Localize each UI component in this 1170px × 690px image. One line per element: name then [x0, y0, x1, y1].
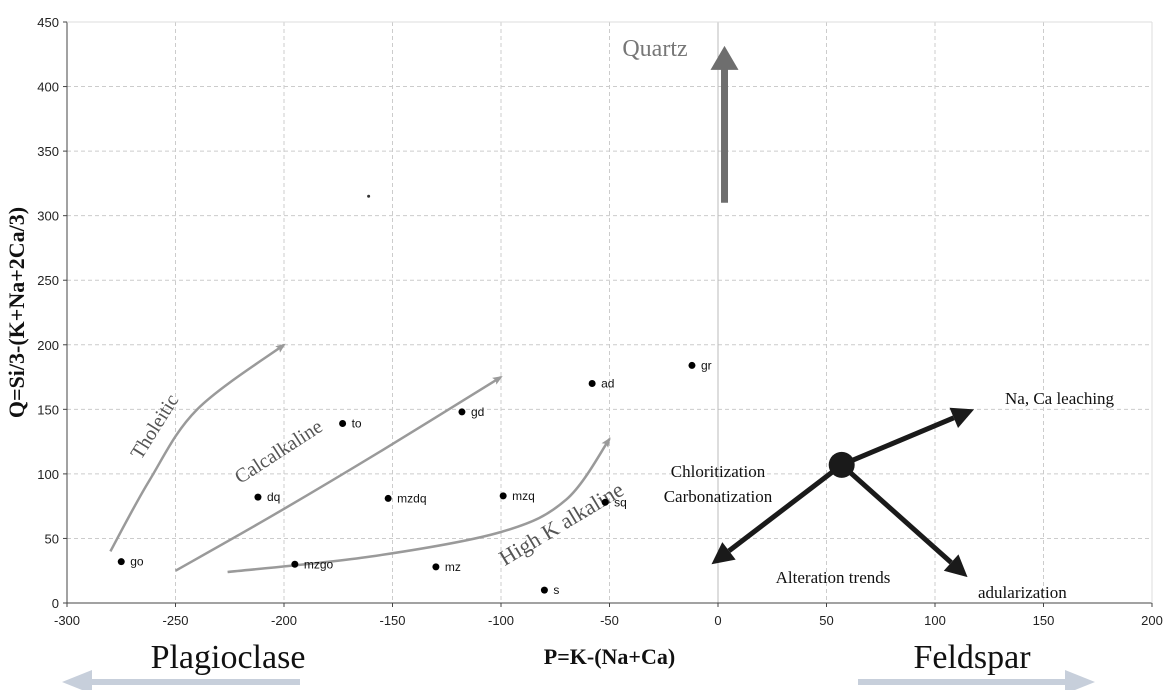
x-tick-label: 200: [1141, 613, 1163, 628]
data-point: [117, 558, 125, 566]
x-tick-label: -300: [54, 613, 80, 628]
quartz-arrow-head: [710, 45, 739, 70]
alteration-arrow-shaft: [727, 462, 844, 553]
data-point: [458, 408, 466, 416]
trend-curve: [109, 343, 286, 552]
y-tick-labels: 0 50 100 150 200 250 300 350 400 450: [37, 15, 67, 611]
data-point-label: gd: [471, 405, 484, 419]
alteration-arrow-head: [949, 407, 975, 428]
alteration-vectors: Na, Ca leaching adularization Chloritizati…: [664, 389, 1115, 602]
data-point-label: mz: [445, 560, 461, 574]
stray-dot: [367, 194, 371, 198]
data-point: [291, 560, 299, 568]
data-point: [432, 563, 440, 571]
data-point-label: ad: [601, 377, 614, 391]
feldspar-arrow-head: [1065, 670, 1095, 690]
plagioclase-arrow-head: [62, 670, 92, 690]
alteration-arrow-head: [943, 554, 968, 578]
plagioclase-label: Plagioclase: [151, 639, 306, 676]
data-point: [601, 498, 609, 506]
y-tick-label: 400: [37, 80, 59, 95]
y-axis-label: Q=Si/3-(K+Na+2Ca/3): [4, 207, 29, 418]
x-axis-label: P=K-(Na+Ca): [544, 644, 675, 669]
x-tick-label: -50: [600, 613, 619, 628]
data-point-label: gr: [701, 358, 712, 372]
y-tick-label: 50: [45, 531, 59, 546]
data-point-label: to: [352, 417, 362, 431]
trend-curve: [227, 437, 611, 574]
data-point-label: mzdq: [397, 491, 426, 505]
data-point-label: mzgo: [304, 557, 334, 571]
data-point-label: s: [553, 583, 559, 597]
bottom-arrows: Plagioclase Feldspar: [62, 639, 1095, 690]
trend-curves: [109, 343, 611, 574]
y-tick-label: 350: [37, 144, 59, 159]
grid-lines: [67, 21, 1153, 603]
quartz-arrow: Quartz: [622, 36, 739, 203]
x-tick-label: 150: [1033, 613, 1055, 628]
alteration-arrow-head: [711, 542, 736, 565]
data-point: [588, 380, 596, 388]
data-point: [384, 494, 392, 502]
y-tick-label: 250: [37, 273, 59, 288]
quartz-label: Quartz: [622, 36, 687, 62]
x-tick-label: -200: [271, 613, 297, 628]
data-point: [688, 361, 696, 369]
data-point-label: go: [130, 555, 144, 569]
center-label-2: Carbonatization: [664, 487, 773, 506]
data-point: [540, 586, 548, 594]
x-tick-label: 100: [924, 613, 946, 628]
y-tick-label: 450: [37, 15, 59, 30]
data-point-label: sq: [614, 495, 627, 509]
x-tick-label: 0: [714, 613, 721, 628]
x-tick-labels: -300 -250 -200 -150 -100 -50 0 50 100 150 200: [54, 603, 1163, 628]
trend-curve-label: Tholeitic: [126, 390, 183, 463]
y-tick-label: 300: [37, 209, 59, 224]
trend-curve-label: Calcalkaline: [231, 415, 327, 488]
alteration-center: [828, 451, 855, 478]
alteration-title: Alteration trends: [776, 568, 891, 587]
x-tick-label: 50: [819, 613, 833, 628]
y-tick-label: 150: [37, 402, 59, 417]
data-point-label: mzq: [512, 489, 535, 503]
data-points: go dq to mzgo mzdq gd mz mzq s ad sq gr: [117, 194, 712, 597]
x-tick-label: -250: [162, 613, 188, 628]
data-point: [339, 420, 347, 428]
y-tick-label: 200: [37, 338, 59, 353]
data-point: [254, 493, 262, 501]
data-point: [499, 492, 507, 500]
vector-label: adularization: [978, 583, 1067, 602]
feldspar-label: Feldspar: [913, 639, 1031, 676]
x-tick-label: -150: [379, 613, 405, 628]
trend-curve: [174, 375, 503, 572]
y-tick-label: 0: [52, 596, 59, 611]
y-tick-label: 100: [37, 467, 59, 482]
alteration-arrow-shaft: [840, 462, 953, 565]
alteration-arrow-shaft: [840, 415, 955, 468]
x-tick-label: -100: [488, 613, 514, 628]
center-label: Chloritization: [671, 462, 766, 481]
vector-label: Na, Ca leaching: [1005, 389, 1115, 408]
data-point-label: dq: [267, 490, 280, 504]
